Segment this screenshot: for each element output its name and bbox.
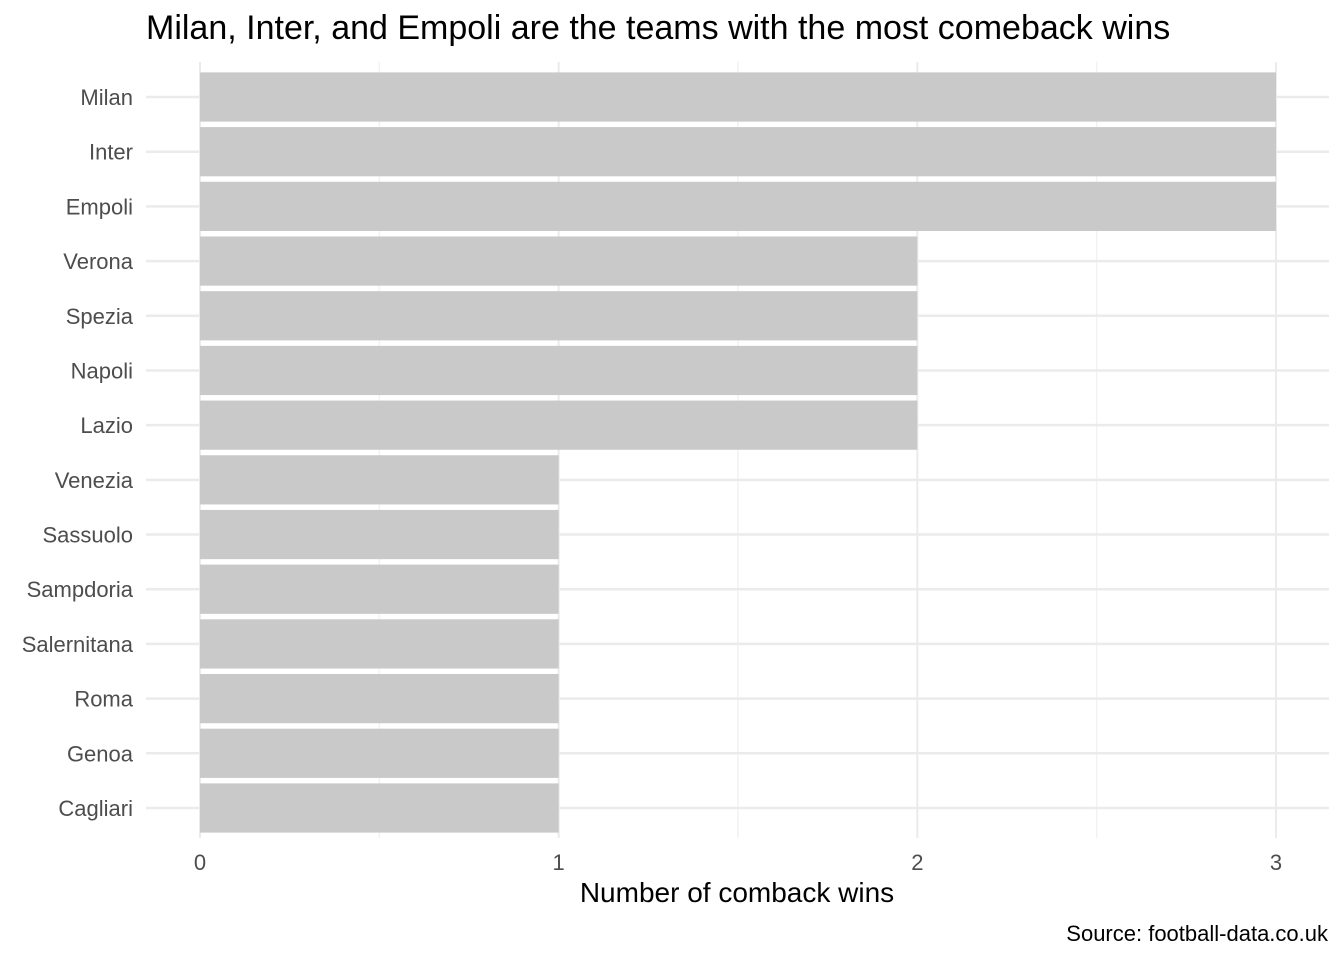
y-tick-label: Sassuolo xyxy=(42,523,133,548)
x-tick-label: 1 xyxy=(553,850,565,875)
y-tick-label: Venezia xyxy=(55,468,134,493)
chart-title: Milan, Inter, and Empoli are the teams w… xyxy=(146,9,1170,47)
bar-roma xyxy=(200,674,559,724)
y-tick-label: Inter xyxy=(89,140,133,165)
y-tick-label: Empoli xyxy=(66,194,133,219)
bar-inter xyxy=(200,127,1276,177)
y-axis-tick-labels: Milan Inter Empoli Verona Spezia Napoli Lazio V… xyxy=(22,85,134,821)
bar-napoli xyxy=(200,345,918,396)
x-tick-label: 0 xyxy=(194,850,206,875)
bar-salernitana xyxy=(200,619,559,669)
x-tick-label: 2 xyxy=(911,850,923,875)
source-caption: Source: football-data.co.uk xyxy=(1066,921,1329,946)
x-axis-title: Number of comback wins xyxy=(580,877,894,908)
y-tick-label: Lazio xyxy=(80,413,133,438)
y-tick-label: Verona xyxy=(63,249,133,274)
y-tick-label: Cagliari xyxy=(58,796,133,821)
bar-cagliari xyxy=(200,783,559,833)
y-tick-label: Roma xyxy=(74,687,133,712)
y-tick-label: Salernitana xyxy=(22,632,134,657)
y-tick-label: Milan xyxy=(80,85,133,110)
bar-sassuolo xyxy=(200,509,559,560)
bar-genoa xyxy=(200,728,559,778)
bar-sampdoria xyxy=(200,564,559,614)
x-tick-label: 3 xyxy=(1270,850,1282,875)
bar-spezia xyxy=(200,291,918,341)
y-tick-label: Sampdoria xyxy=(27,577,134,602)
bars xyxy=(200,72,1276,833)
bar-milan xyxy=(200,72,1276,122)
y-tick-label: Genoa xyxy=(67,741,134,766)
y-tick-label: Napoli xyxy=(71,358,133,383)
y-tick-label: Spezia xyxy=(66,304,134,329)
bar-lazio xyxy=(200,400,918,450)
x-axis-tick-labels: 0 1 2 3 xyxy=(194,850,1282,875)
bar-venezia xyxy=(200,455,559,505)
bar-empoli xyxy=(200,181,1276,231)
bar-verona xyxy=(200,236,918,286)
